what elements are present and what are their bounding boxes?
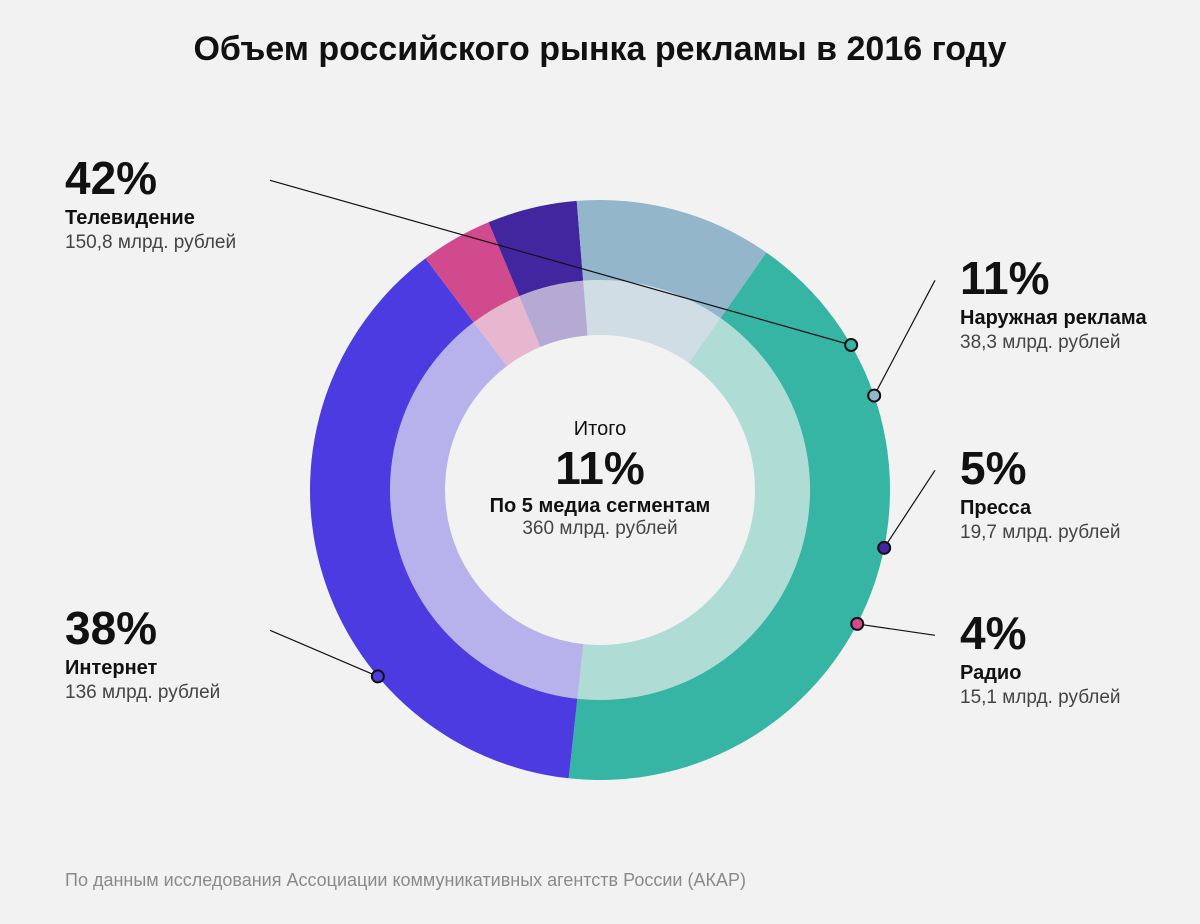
callout-internet: 38% Интернет136 млрд. рублей	[65, 605, 220, 704]
callout-name: Пресса	[960, 497, 1121, 520]
chart-title: Объем российского рынка рекламы в 2016 г…	[0, 30, 1200, 69]
callout-outdoor: 11% Наружная реклама38,3 млрд. рублей	[960, 255, 1147, 354]
callout-percent: 4%	[960, 610, 1121, 656]
callout-value: 19,7 млрд. рублей	[960, 522, 1121, 544]
center-percent: 11%	[490, 441, 711, 495]
callout-percent: 38%	[65, 605, 220, 651]
center-line1: Итого	[490, 418, 711, 441]
leader-line-press	[884, 470, 935, 548]
callout-value: 150,8 млрд. рублей	[65, 232, 236, 254]
chart-footnote: По данным исследования Ассоциации коммун…	[65, 870, 746, 891]
callout-percent: 5%	[960, 445, 1121, 491]
center-line2: По 5 медиа сегментам	[490, 495, 711, 518]
callout-name: Интернет	[65, 657, 220, 680]
chart-center-summary: Итого 11% По 5 медиа сегментам 360 млрд.…	[490, 418, 711, 540]
center-line3: 360 млрд. рублей	[490, 518, 711, 540]
callout-percent: 42%	[65, 155, 236, 201]
callout-radio: 4% Радио15,1 млрд. рублей	[960, 610, 1121, 709]
callout-name: Наружная реклама	[960, 307, 1147, 330]
callout-value: 38,3 млрд. рублей	[960, 332, 1147, 354]
callout-name: Радио	[960, 662, 1121, 685]
callout-value: 136 млрд. рублей	[65, 682, 220, 704]
callout-value: 15,1 млрд. рублей	[960, 687, 1121, 709]
callout-tv: 42% Телевидение150,8 млрд. рублей	[65, 155, 236, 254]
callout-name: Телевидение	[65, 207, 236, 230]
callout-percent: 11%	[960, 255, 1147, 301]
callout-press: 5% Пресса19,7 млрд. рублей	[960, 445, 1121, 544]
